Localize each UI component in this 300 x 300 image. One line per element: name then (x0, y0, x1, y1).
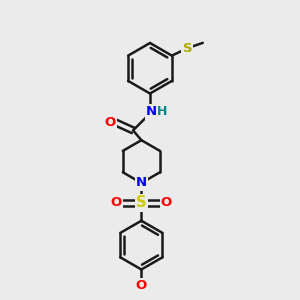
Text: O: O (161, 196, 172, 209)
Text: O: O (104, 116, 116, 129)
Text: O: O (136, 279, 147, 292)
Text: O: O (111, 196, 122, 209)
Text: S: S (136, 195, 147, 210)
Text: H: H (157, 106, 167, 118)
Text: N: N (146, 106, 157, 118)
Text: N: N (136, 176, 147, 190)
Text: S: S (182, 42, 192, 55)
